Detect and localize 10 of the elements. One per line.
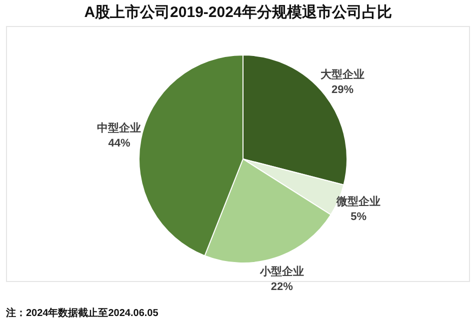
slice-label: 小型企业 [258,264,304,278]
data-label: 44% [108,137,130,150]
text: 注：2024年数据截止至2024.06.05 [6,306,158,320]
slice-label: 中型企业 [97,121,142,134]
slice-label: 大型企业 [320,68,365,81]
slice-label: 微型企业 [336,195,381,208]
data-label: 22% [270,280,294,293]
data-label: 29% [332,84,354,96]
data-label: 5% [350,211,367,224]
chart-title: A股上市公司2019-2024年分规模退市公司占比 [83,3,393,22]
